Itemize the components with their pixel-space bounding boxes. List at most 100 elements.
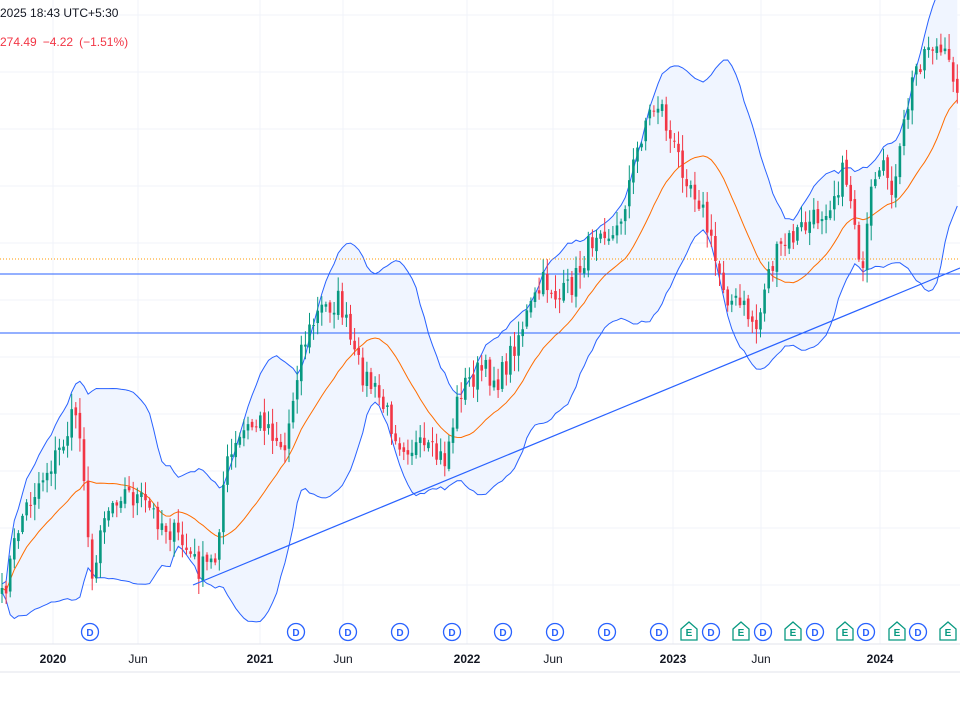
event-marker-label: D bbox=[396, 628, 403, 639]
candle-down bbox=[82, 427, 86, 491]
candle-down bbox=[213, 553, 217, 566]
candle-up bbox=[201, 541, 205, 587]
candle-down bbox=[86, 466, 90, 548]
candle-up bbox=[759, 308, 762, 338]
candle-up bbox=[49, 460, 53, 487]
candle-up bbox=[476, 356, 479, 403]
candle-up bbox=[295, 365, 299, 414]
dividend-marker[interactable]: D bbox=[390, 622, 410, 642]
dividend-marker[interactable]: D bbox=[545, 622, 565, 642]
candle-up bbox=[541, 259, 545, 297]
candle-down bbox=[849, 176, 852, 209]
event-marker-label: D bbox=[811, 628, 818, 639]
dividend-marker[interactable]: D bbox=[805, 622, 825, 642]
time-axis-tick-label: Jun bbox=[333, 652, 352, 666]
candle-up bbox=[833, 180, 836, 221]
event-marker-label: E bbox=[842, 628, 849, 639]
candle-up bbox=[447, 435, 451, 472]
candle-up bbox=[0, 573, 4, 604]
candle-up bbox=[62, 439, 65, 454]
candle-up bbox=[160, 510, 164, 536]
header-quote: 274.49 −4.22 (−1.51%) bbox=[0, 35, 134, 49]
candle-up bbox=[99, 525, 102, 578]
candle-down bbox=[156, 501, 160, 540]
candle-down bbox=[406, 439, 410, 465]
candle-up bbox=[455, 385, 459, 432]
candle-down bbox=[578, 250, 582, 289]
event-marker-label: D bbox=[344, 628, 351, 639]
candle-down bbox=[443, 441, 447, 477]
candle-up bbox=[734, 288, 738, 306]
candle-down bbox=[845, 149, 848, 187]
candle-up bbox=[464, 367, 467, 405]
candle-up bbox=[336, 277, 340, 320]
candle-down bbox=[669, 120, 672, 153]
candle-up bbox=[345, 302, 348, 327]
candle-down bbox=[263, 398, 266, 446]
candle-up bbox=[517, 321, 520, 372]
candlestick-series bbox=[0, 33, 959, 604]
earnings-marker[interactable]: E bbox=[784, 621, 802, 641]
candle-up bbox=[943, 37, 947, 55]
dividend-marker[interactable]: D bbox=[701, 622, 721, 642]
dividend-marker[interactable]: D bbox=[856, 622, 876, 642]
event-marker-label: E bbox=[894, 628, 901, 639]
candle-up bbox=[226, 444, 229, 493]
candle-up bbox=[808, 210, 811, 246]
candle-up bbox=[300, 335, 303, 396]
dividend-marker[interactable]: D bbox=[649, 622, 669, 642]
candle-up bbox=[742, 290, 746, 316]
candle-up bbox=[636, 141, 639, 174]
candle-up bbox=[648, 104, 652, 126]
candle-down bbox=[886, 154, 889, 190]
dividend-marker[interactable]: D bbox=[80, 622, 100, 642]
dividend-marker[interactable]: D bbox=[493, 622, 513, 642]
candle-down bbox=[664, 96, 668, 141]
candle-up bbox=[869, 179, 873, 241]
candle-up bbox=[365, 361, 369, 397]
dividend-marker[interactable]: D bbox=[908, 622, 928, 642]
candle-down bbox=[205, 552, 209, 571]
candle-up bbox=[238, 432, 242, 448]
candle-down bbox=[382, 389, 385, 413]
dividend-marker[interactable]: D bbox=[286, 622, 306, 642]
earnings-marker[interactable]: E bbox=[732, 621, 750, 641]
candle-down bbox=[714, 221, 717, 276]
price-change: −4.22 bbox=[42, 35, 74, 49]
candle-up bbox=[824, 204, 828, 234]
dividend-marker[interactable]: D bbox=[442, 622, 462, 642]
earnings-marker[interactable]: E bbox=[888, 621, 906, 641]
candle-down bbox=[361, 347, 365, 392]
candle-down bbox=[783, 233, 787, 257]
event-marker-label: D bbox=[862, 628, 869, 639]
candle-down bbox=[505, 353, 508, 386]
candle-up bbox=[906, 98, 910, 129]
event-markers[interactable]: DDDDDDDDDEDEDEDEDEDED bbox=[80, 621, 960, 642]
candle-up bbox=[533, 287, 537, 308]
candle-up bbox=[500, 355, 504, 392]
dividend-marker[interactable]: D bbox=[753, 622, 773, 642]
candle-up bbox=[898, 143, 902, 185]
event-marker-label: D bbox=[707, 628, 714, 639]
earnings-marker[interactable]: E bbox=[836, 621, 854, 641]
candle-down bbox=[550, 289, 553, 299]
earnings-marker[interactable]: E bbox=[680, 621, 698, 641]
candle-up bbox=[58, 438, 61, 466]
candle-down bbox=[148, 497, 151, 511]
candle-down bbox=[726, 286, 729, 312]
candle-up bbox=[923, 46, 926, 79]
candle-down bbox=[78, 398, 82, 452]
bollinger-band-fill bbox=[2, 0, 958, 622]
candle-up bbox=[796, 224, 799, 245]
earnings-marker[interactable]: E bbox=[939, 621, 957, 641]
trend-line[interactable] bbox=[192, 267, 960, 586]
candle-up bbox=[304, 331, 307, 360]
candle-down bbox=[29, 492, 32, 518]
candle-down bbox=[554, 275, 557, 309]
dividend-marker[interactable]: D bbox=[338, 622, 358, 642]
candle-up bbox=[107, 507, 110, 527]
candle-up bbox=[209, 554, 213, 569]
dividend-marker[interactable]: D bbox=[597, 622, 617, 642]
candle-up bbox=[730, 294, 734, 313]
